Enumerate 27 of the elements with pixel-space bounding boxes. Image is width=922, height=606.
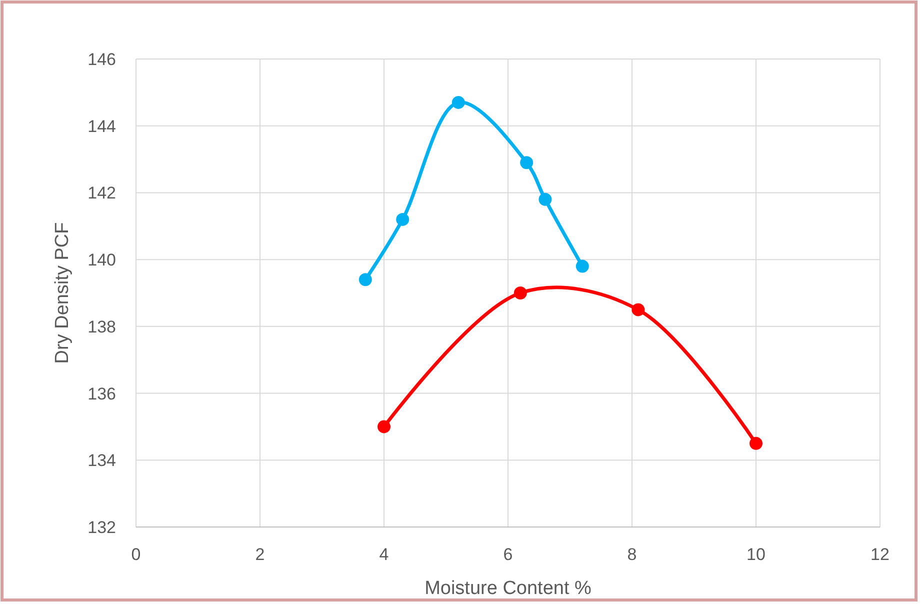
point [538, 192, 552, 206]
point [358, 273, 372, 286]
y-tick-label: 144 [88, 116, 116, 136]
y-tick-label: 132 [88, 518, 116, 537]
point [750, 436, 762, 450]
x-axis-title: Moisture Content % [424, 578, 592, 599]
point [514, 286, 527, 300]
point [452, 96, 465, 109]
y-tick-label: 134 [88, 451, 116, 470]
point [396, 212, 410, 226]
y-axis-title: Dry Density PCF [52, 222, 73, 364]
x-tick-label: 10 [746, 545, 766, 564]
y-tick-label: 136 [88, 384, 116, 404]
point [576, 260, 589, 273]
x-tick-label: 2 [255, 545, 265, 564]
y-tick-label: 146 [88, 50, 116, 69]
point [378, 420, 390, 434]
x-tick-label: 4 [379, 545, 389, 564]
x-tick-label: 6 [503, 545, 513, 564]
x-tick-label: 8 [627, 545, 637, 564]
point [632, 303, 645, 316]
y-tick-label: 138 [88, 317, 116, 336]
point [520, 156, 534, 170]
y-tick-label: 140 [88, 250, 116, 270]
y-tick-label: 142 [88, 184, 116, 203]
x-tick-label: 0 [131, 545, 141, 564]
x-tick-label: 12 [870, 545, 890, 564]
